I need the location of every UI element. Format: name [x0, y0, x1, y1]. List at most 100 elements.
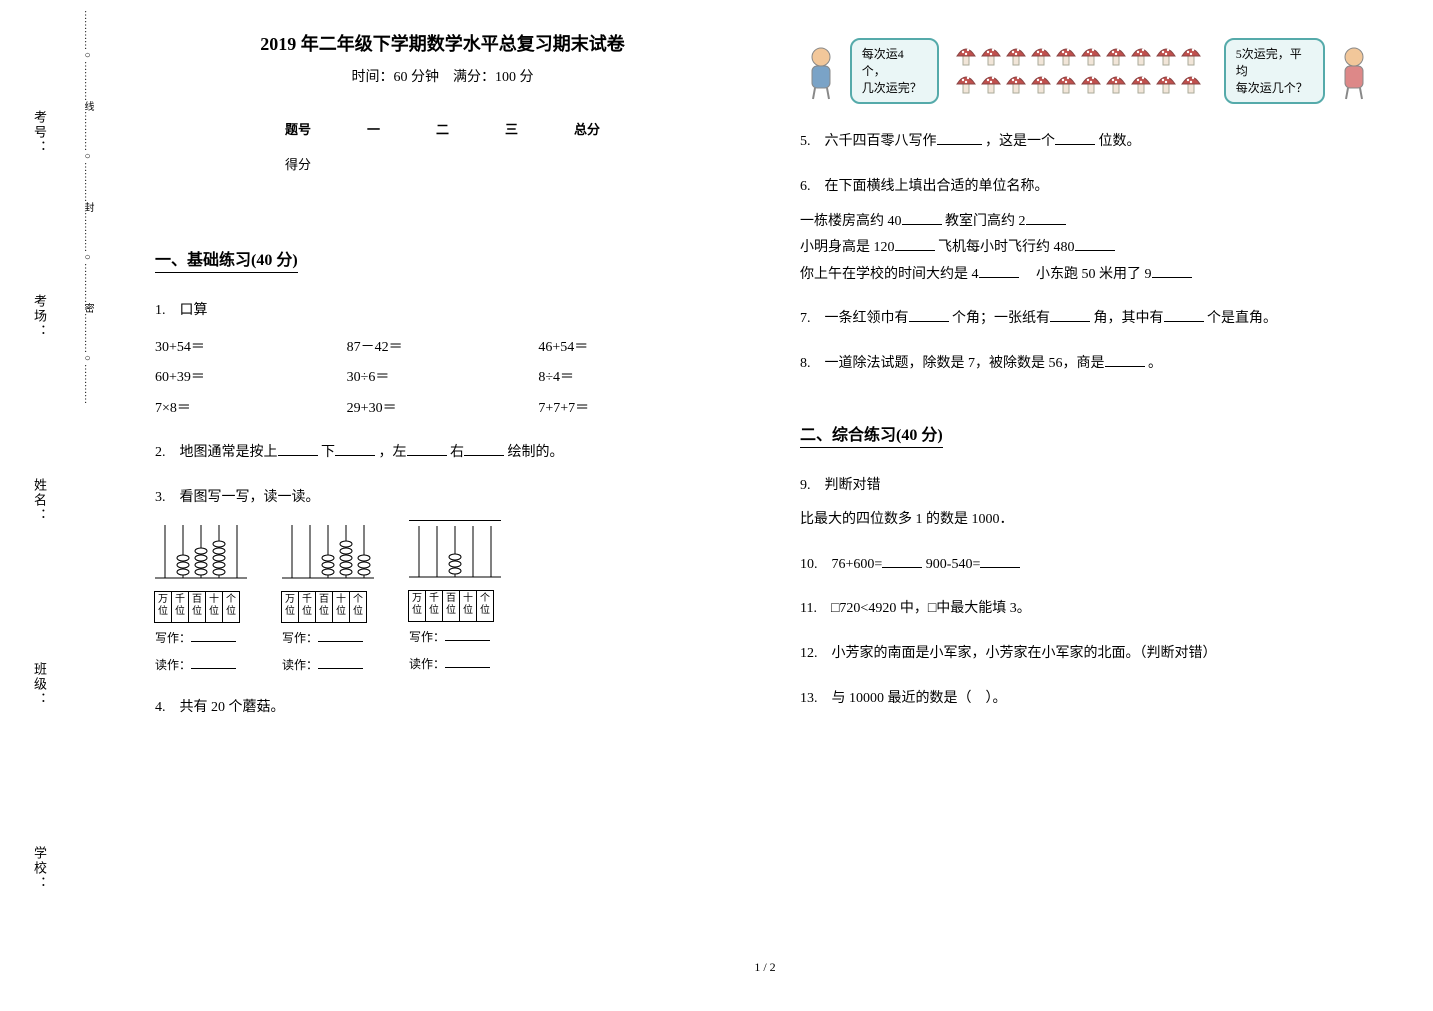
- q9-label: 9. 判断对错: [800, 473, 1375, 500]
- d3-4: 个位: [476, 590, 494, 622]
- q12: 12. 小芳家的南面是小军家，小芳家在小军家的北面。（判断对错）: [800, 641, 1375, 668]
- q1-1-1: 30÷6＝: [347, 365, 539, 392]
- abacus-2-digits: 万位 千位 百位 十位 个位: [282, 591, 374, 623]
- d3-3: 十位: [459, 590, 477, 622]
- q7-b1[interactable]: [909, 308, 949, 322]
- ab2-read-label: 读作：: [282, 658, 318, 672]
- binding-side-labels: 考号： 考场： 姓名： 班级： 学校：: [30, 40, 49, 960]
- ab3-write-blank[interactable]: [445, 629, 490, 641]
- kid-right-icon: [1333, 41, 1375, 101]
- abacus-3-topline: [409, 520, 501, 521]
- q6-b2[interactable]: [1026, 211, 1066, 225]
- q5-a: 5. 六千四百零八写作: [800, 134, 937, 149]
- q1-label: 1. 口算: [155, 298, 730, 325]
- q13: 13. 与 10000 最近的数是（ ）。: [800, 686, 1375, 713]
- d2-2: 百位: [315, 591, 333, 623]
- label-kaochang: 考场：: [30, 294, 49, 339]
- q6-b4[interactable]: [1075, 237, 1115, 251]
- label-kaohao: 考号：: [30, 110, 49, 155]
- abacus-1-digits: 万位 千位 百位 十位 个位: [155, 591, 247, 623]
- page-number: 1 / 2: [754, 960, 775, 975]
- ab1-read-blank[interactable]: [191, 657, 236, 669]
- abacus-3-svg: [409, 523, 501, 579]
- q7-b: 个角；一张纸有: [952, 311, 1050, 326]
- left-column: 2019 年二年级下学期数学水平总复习期末试卷 时间：60 分钟 满分：100 …: [120, 20, 765, 980]
- score-col-4: 总分: [546, 111, 628, 146]
- q8-b: 。: [1148, 356, 1162, 371]
- label-banji: 班级：: [30, 662, 49, 707]
- exam-subtitle: 时间：60 分钟 满分：100 分: [155, 66, 730, 86]
- q2-b: 下: [321, 445, 335, 460]
- score-cell-2[interactable]: [408, 146, 477, 181]
- q10-a: 10. 76+600=: [800, 557, 882, 572]
- ab3-write-label: 写作：: [409, 630, 445, 644]
- d3-0: 万位: [408, 590, 426, 622]
- speech-right: 5次运完，平均 每次运几个？: [1224, 38, 1326, 104]
- q5-blank1[interactable]: [937, 131, 982, 145]
- q9: 9. 判断对错 比最大的四位数多 1 的数是 1000．: [800, 473, 1375, 534]
- q6-l3a: 你上午在学校的时间大约是 4: [800, 267, 979, 282]
- q10-b2[interactable]: [980, 554, 1020, 568]
- score-table: 题号 一 二 三 总分 得分: [257, 111, 628, 181]
- q1: 1. 口算 30+54＝ 87－42＝ 46+54＝ 60+39＝ 30÷6＝ …: [155, 298, 730, 422]
- q6-b1[interactable]: [902, 211, 942, 225]
- ab1-write-blank[interactable]: [191, 630, 236, 642]
- ab3-read-label: 读作：: [409, 657, 445, 671]
- q10-b: 900-540=: [926, 557, 981, 572]
- q2-blank4[interactable]: [464, 442, 504, 456]
- d1-1: 千位: [171, 591, 189, 623]
- binding-dotted-text: …………○…………线…………○…………封…………○…………密…………○…………: [80, 10, 95, 1000]
- q2-blank1[interactable]: [278, 442, 318, 456]
- ab3-read-blank[interactable]: [445, 656, 490, 668]
- q6-b6[interactable]: [1152, 264, 1192, 278]
- d2-4: 个位: [349, 591, 367, 623]
- ab2-read-blank[interactable]: [318, 657, 363, 669]
- q7-c: 角，其中有: [1094, 311, 1164, 326]
- q1-0-0: 30+54＝: [155, 335, 347, 362]
- section1-head: 一、基础练习(40 分): [155, 246, 298, 273]
- q10-b1[interactable]: [882, 554, 922, 568]
- section2-head: 二、综合练习(40 分): [800, 421, 943, 448]
- score-row-label: 得分: [257, 146, 339, 181]
- kid-left-icon: [800, 41, 842, 101]
- q7-d: 个是直角。: [1207, 311, 1277, 326]
- q1-2-2: 7+7+7＝: [538, 396, 730, 423]
- q5-blank2[interactable]: [1055, 131, 1095, 145]
- mushrooms-svg: [952, 42, 1212, 100]
- score-cell-1[interactable]: [339, 146, 408, 181]
- ab2-write-label: 写作：: [282, 631, 318, 645]
- q8-a: 8. 一道除法试题，除数是 7，被除数是 56，商是: [800, 356, 1105, 371]
- q6-b5[interactable]: [979, 264, 1019, 278]
- q2-blank3[interactable]: [407, 442, 447, 456]
- q8-blank[interactable]: [1105, 353, 1145, 367]
- q7-b2[interactable]: [1050, 308, 1090, 322]
- q7: 7. 一条红领巾有 个角；一张纸有 角，其中有 个是直角。: [800, 306, 1375, 333]
- q4-label: 4. 共有 20 个蘑菇。: [155, 695, 730, 722]
- ab2-write-blank[interactable]: [318, 630, 363, 642]
- q6-b3[interactable]: [895, 237, 935, 251]
- label-xuexiao: 学校：: [30, 846, 49, 891]
- q6-l1a: 一栋楼房高约 40: [800, 214, 902, 229]
- speech-right-1: 5次运完，平均: [1236, 46, 1314, 80]
- q2-blank2[interactable]: [335, 442, 375, 456]
- speech-left-2: 几次运完？: [862, 80, 928, 97]
- score-cell-total[interactable]: [546, 146, 628, 181]
- ab1-write-label: 写作：: [155, 631, 191, 645]
- q7-a: 7. 一条红领巾有: [800, 311, 909, 326]
- ab1-read-label: 读作：: [155, 658, 191, 672]
- q9-line: 比最大的四位数多 1 的数是 1000．: [800, 507, 1375, 534]
- score-cell-3[interactable]: [477, 146, 546, 181]
- q7-b3[interactable]: [1164, 308, 1204, 322]
- exam-title: 2019 年二年级下学期数学水平总复习期末试卷: [155, 30, 730, 56]
- page-content: 2019 年二年级下学期数学水平总复习期末试卷 时间：60 分钟 满分：100 …: [120, 20, 1410, 980]
- q2: 2. 地图通常是按上 下 ，左 右 绘制的。: [155, 440, 730, 467]
- right-column: 每次运4个， 几次运完？ 5次运完，平均 每次运几个？ 5. 六千四百零八写作 …: [765, 20, 1410, 980]
- d1-4: 个位: [222, 591, 240, 623]
- q1-2-0: 7×8＝: [155, 396, 347, 423]
- speech-right-2: 每次运几个？: [1236, 80, 1314, 97]
- q1-row-2: 7×8＝ 29+30＝ 7+7+7＝: [155, 396, 730, 423]
- q6-l1b: 教室门高约 2: [945, 214, 1026, 229]
- q1-1-0: 60+39＝: [155, 365, 347, 392]
- q1-1-2: 8÷4＝: [538, 365, 730, 392]
- score-col-3: 三: [477, 111, 546, 146]
